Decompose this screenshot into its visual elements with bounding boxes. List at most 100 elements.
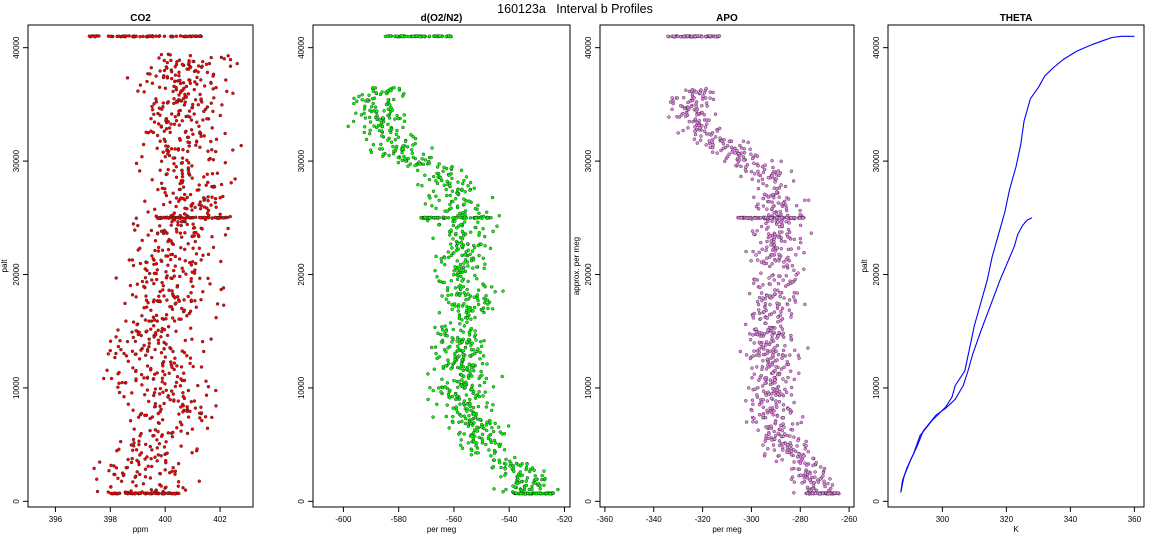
data-point (796, 353, 801, 357)
data-point (131, 35, 136, 39)
data-point (401, 144, 405, 148)
data-point (468, 404, 472, 409)
data-point (759, 317, 763, 321)
data-point (229, 181, 233, 185)
x-tick-label: 300 (936, 515, 950, 524)
data-point (440, 328, 445, 332)
data-point (135, 470, 139, 474)
data-point (136, 223, 140, 228)
data-point (775, 215, 779, 220)
data-point (179, 223, 183, 228)
data-point (159, 434, 164, 438)
data-point (768, 303, 772, 307)
data-point (156, 249, 161, 253)
data-point (219, 259, 223, 264)
data-point (201, 290, 205, 294)
x-tick-label: -340 (646, 515, 663, 524)
data-point (792, 460, 796, 464)
data-point (164, 342, 168, 346)
data-point (143, 457, 147, 461)
data-point (784, 380, 788, 384)
data-point (690, 87, 694, 92)
data-point (146, 464, 150, 468)
data-point (747, 291, 752, 296)
data-point (756, 163, 760, 168)
data-point (178, 274, 182, 279)
data-point (765, 316, 769, 320)
data-point (776, 392, 780, 396)
data-point (457, 432, 461, 436)
data-point (146, 72, 150, 76)
data-point (134, 368, 138, 373)
data-point (389, 105, 393, 110)
data-point (418, 162, 422, 166)
data-point (169, 363, 174, 367)
data-point (773, 368, 777, 373)
data-point (134, 448, 139, 452)
data-point (153, 347, 157, 352)
data-point (114, 351, 118, 356)
data-point (152, 298, 156, 302)
data-point (772, 429, 776, 434)
data-point (542, 469, 546, 473)
data-point (164, 65, 169, 69)
data-point (684, 88, 688, 92)
data-point (533, 481, 538, 485)
data-point (212, 96, 216, 100)
data-point (393, 137, 397, 142)
data-point (459, 328, 463, 332)
data-point (693, 129, 697, 134)
data-point (380, 124, 385, 129)
data-point (440, 377, 444, 381)
data-point (145, 388, 150, 392)
data-point (159, 484, 163, 488)
data-point (466, 279, 470, 284)
data-point (157, 85, 162, 90)
data-point (756, 169, 760, 174)
data-point (149, 464, 154, 469)
data-point (773, 420, 778, 425)
data-point (756, 207, 761, 211)
data-lines (900, 35, 1135, 493)
data-point (765, 330, 770, 334)
data-point (173, 147, 177, 151)
data-point (723, 159, 727, 164)
data-point (789, 453, 794, 457)
data-point (178, 81, 183, 86)
data-point (471, 309, 475, 313)
data-point (458, 293, 462, 298)
data-point (455, 204, 460, 208)
data-point (181, 185, 186, 189)
data-point (446, 358, 450, 362)
data-point (772, 239, 776, 244)
data-point (792, 491, 796, 495)
data-point (798, 223, 803, 228)
data-point (185, 354, 189, 358)
data-point (461, 285, 466, 289)
data-point (752, 349, 756, 353)
data-point (776, 288, 780, 292)
data-point (141, 482, 146, 486)
data-point (770, 262, 774, 266)
x-tick-label: -600 (335, 515, 352, 524)
data-point (485, 401, 489, 405)
data-point (381, 120, 386, 124)
data-point (188, 361, 192, 366)
data-point (363, 104, 367, 108)
data-point (481, 394, 485, 398)
data-point (440, 325, 444, 329)
data-point (165, 172, 169, 176)
y-tick-label: 10000 (12, 376, 21, 399)
data-point (154, 74, 158, 78)
data-point (183, 488, 188, 492)
data-point (427, 177, 432, 182)
data-point (764, 215, 768, 220)
data-point (453, 265, 457, 269)
data-point (199, 298, 203, 302)
data-point (362, 111, 366, 116)
data-point (485, 216, 490, 220)
data-point (490, 408, 494, 413)
data-point (460, 419, 464, 424)
data-point (138, 434, 142, 438)
data-point (180, 160, 185, 165)
